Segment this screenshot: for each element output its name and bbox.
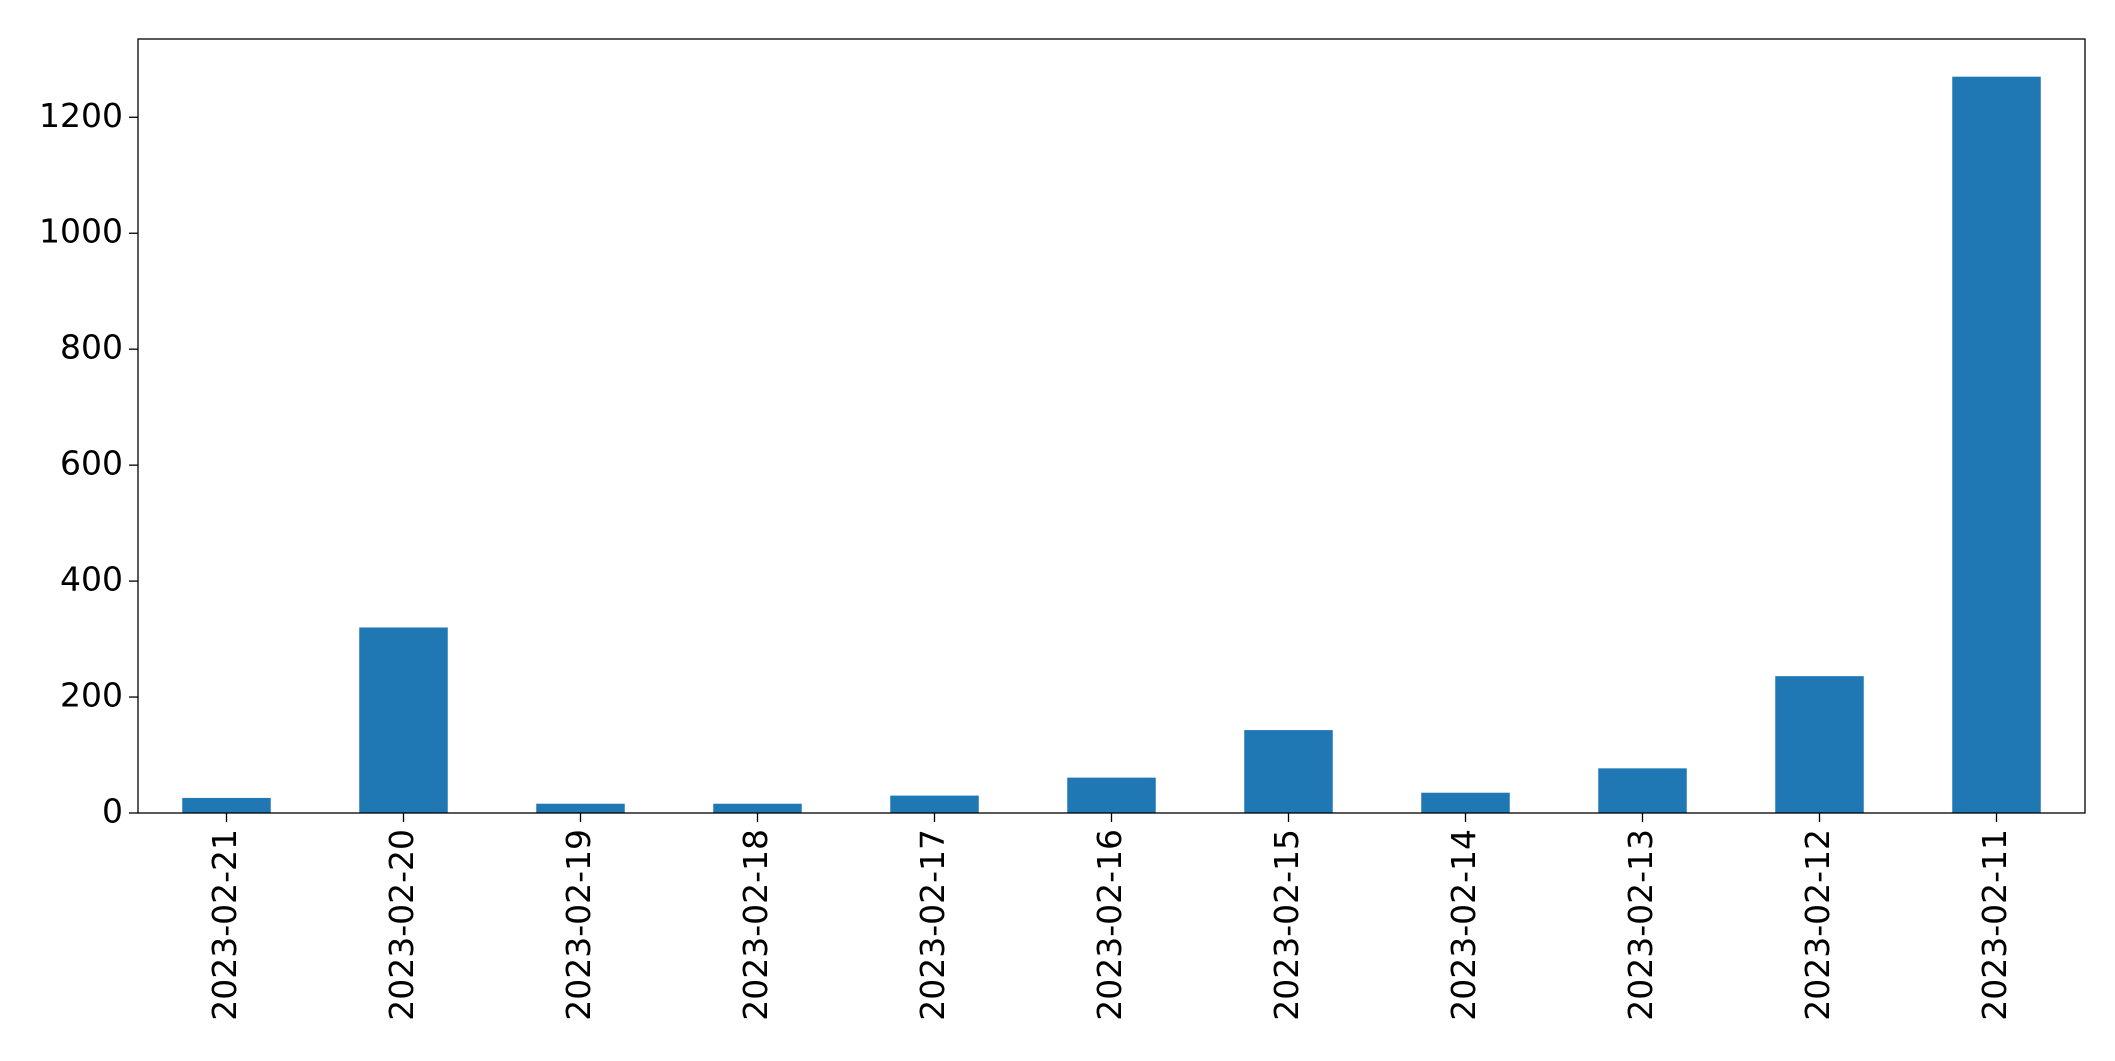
y-tick-label: 1200 [39,96,123,135]
y-tick-label: 400 [60,560,123,599]
bar [1067,777,1156,813]
y-tick-label: 200 [60,676,123,715]
y-tick-label: 1000 [39,212,123,251]
bar [713,803,802,813]
y-tick-label: 0 [102,792,123,831]
bar [1244,730,1333,813]
x-tick-label: 2023-02-11 [1975,829,2014,1021]
x-tick-label: 2023-02-13 [1621,829,1660,1021]
y-tick-label: 800 [60,328,123,367]
x-tick-label: 2023-02-20 [382,829,421,1021]
bar [182,797,271,813]
x-tick-label: 2023-02-16 [1090,829,1129,1021]
bar [1421,792,1510,813]
x-tick-label: 2023-02-21 [205,829,244,1021]
bar [1598,768,1687,813]
bar [1775,676,1864,813]
x-tick-label: 2023-02-15 [1267,829,1306,1021]
bar [890,795,979,813]
plot-frame [137,38,2086,814]
y-tick-label: 600 [60,444,123,483]
bar [359,627,448,813]
x-tick-label: 2023-02-12 [1798,829,1837,1021]
bar [1952,76,2041,813]
bar [536,803,625,813]
x-tick-label: 2023-02-14 [1444,829,1483,1021]
x-tick-label: 2023-02-19 [559,829,598,1021]
x-tick-label: 2023-02-17 [913,829,952,1021]
x-tick-label: 2023-02-18 [736,829,775,1021]
